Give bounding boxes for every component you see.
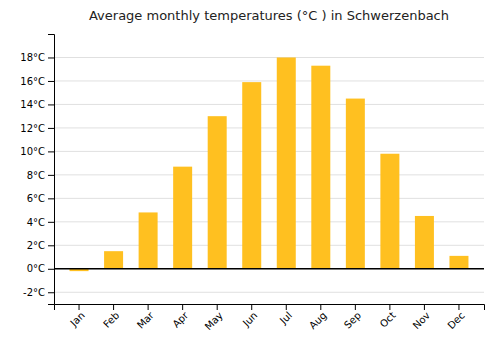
grid-line — [54, 104, 484, 105]
bar — [139, 212, 158, 268]
x-tick-label: Jan — [67, 310, 86, 329]
x-tick-label: Mar — [135, 309, 157, 331]
y-tick-mark — [48, 292, 54, 293]
x-tick-label: Oct — [378, 310, 398, 330]
bar — [104, 251, 123, 269]
bars — [70, 57, 469, 271]
y-tick-label: 2°C — [27, 240, 45, 251]
x-tick-label: Dec — [445, 310, 466, 331]
x-tick-mark — [251, 304, 252, 310]
bar — [208, 116, 227, 269]
x-tick-label: Aug — [307, 310, 329, 332]
x-tick-mark — [389, 304, 390, 310]
bar — [346, 99, 365, 269]
x-tick-label: Jun — [240, 310, 260, 330]
x-tick: Oct — [378, 304, 398, 330]
bar — [242, 82, 261, 269]
grid-line — [54, 292, 484, 293]
y-tick-mark — [48, 57, 54, 58]
bar — [415, 216, 434, 269]
grid-line — [54, 127, 484, 128]
grid-line — [54, 198, 484, 199]
y-tick: 10°C — [20, 146, 54, 157]
x-tick: Jun — [240, 304, 260, 329]
x-tick-mark — [424, 304, 425, 310]
y-tick: 14°C — [20, 99, 54, 110]
x-tick-label: Sep — [342, 310, 363, 331]
x-tick-mark — [148, 304, 149, 310]
zero-line — [54, 268, 484, 270]
x-tick-label: Jul — [277, 310, 294, 327]
x-tick: Dec — [445, 304, 466, 331]
grid-line — [54, 151, 484, 152]
x-tick-label: Feb — [101, 310, 121, 330]
y-tick-mark — [48, 198, 54, 199]
y-tick-mark — [48, 81, 54, 82]
x-tick: Jan — [67, 304, 86, 329]
x-tick-mark — [217, 304, 218, 310]
chart: -2°C 0°C 2°C 4°C 6°C 8°C 10°C 12°C 14°C 16°C 18°C J… — [0, 0, 500, 350]
y-tick: 2°C — [27, 240, 54, 251]
x-tick: Apr — [170, 304, 191, 330]
y-tick-label: 16°C — [20, 76, 45, 87]
x-axis: Jan Feb Mar Apr May Jun Jul Aug Sep Oct Nov Dec — [55, 304, 485, 332]
x-tick: Nov — [411, 304, 433, 331]
y-tick-label: 0°C — [27, 263, 45, 274]
y-tick-label: 6°C — [27, 193, 45, 204]
y-tick: 18°C — [20, 52, 54, 63]
y-tick: 16°C — [20, 76, 54, 87]
chart-container: -2°C 0°C 2°C 4°C 6°C 8°C 10°C 12°C 14°C 16°C 18°C J… — [0, 0, 500, 350]
y-tick-label: 18°C — [20, 52, 45, 63]
y-tick-mark — [48, 104, 54, 105]
bar — [449, 256, 468, 269]
grid-line — [54, 268, 484, 269]
x-tick-mark — [182, 304, 183, 310]
y-tick: 8°C — [27, 170, 54, 181]
bar — [173, 167, 192, 269]
x-tick-mark — [320, 304, 321, 310]
x-tick: Feb — [101, 304, 121, 330]
bar — [277, 57, 296, 268]
y-tick-label: 12°C — [20, 123, 45, 134]
bar — [311, 66, 330, 269]
y-tick-label: -2°C — [23, 287, 45, 298]
x-tick: Sep — [342, 304, 363, 331]
grid-line — [54, 80, 484, 81]
y-tick: -2°C — [23, 287, 54, 298]
x-tick-mark — [113, 304, 114, 310]
y-tick-mark — [48, 128, 54, 129]
x-tick-mark — [458, 304, 459, 310]
x-tick-mark — [79, 304, 80, 310]
y-tick-label: 8°C — [27, 170, 45, 181]
y-tick-mark — [48, 175, 54, 176]
y-axis: -2°C 0°C 2°C 4°C 6°C 8°C 10°C 12°C 14°C 16°C 18°C — [20, 35, 54, 305]
y-tick-label: 14°C — [20, 99, 45, 110]
y-tick: 6°C — [27, 193, 54, 204]
x-tick: May — [203, 304, 225, 332]
y-axis-line — [48, 35, 55, 305]
y-tick: 0°C — [27, 263, 54, 274]
y-tick-label: 4°C — [27, 217, 45, 228]
x-tick: Jul — [277, 304, 294, 327]
x-axis-line — [55, 305, 485, 311]
y-tick-mark — [48, 222, 54, 223]
y-tick: 4°C — [27, 217, 54, 228]
bar — [380, 154, 399, 269]
y-tick-mark — [48, 269, 54, 270]
x-tick-label: Nov — [411, 310, 433, 332]
x-tick: Mar — [135, 304, 157, 331]
x-tick-label: May — [203, 310, 225, 332]
grid-line — [54, 174, 484, 175]
y-tick-mark — [48, 245, 54, 246]
title: Average monthly temperatures (°C ) in Sc… — [89, 8, 449, 23]
y-tick-label: 10°C — [20, 146, 45, 157]
x-tick-label: Apr — [170, 309, 191, 330]
y-tick: 12°C — [20, 123, 54, 134]
x-tick: Aug — [307, 304, 329, 331]
x-tick-mark — [355, 304, 356, 310]
grid-line — [54, 57, 484, 58]
grid — [54, 57, 484, 292]
x-tick-mark — [286, 304, 287, 310]
y-tick-mark — [48, 151, 54, 152]
